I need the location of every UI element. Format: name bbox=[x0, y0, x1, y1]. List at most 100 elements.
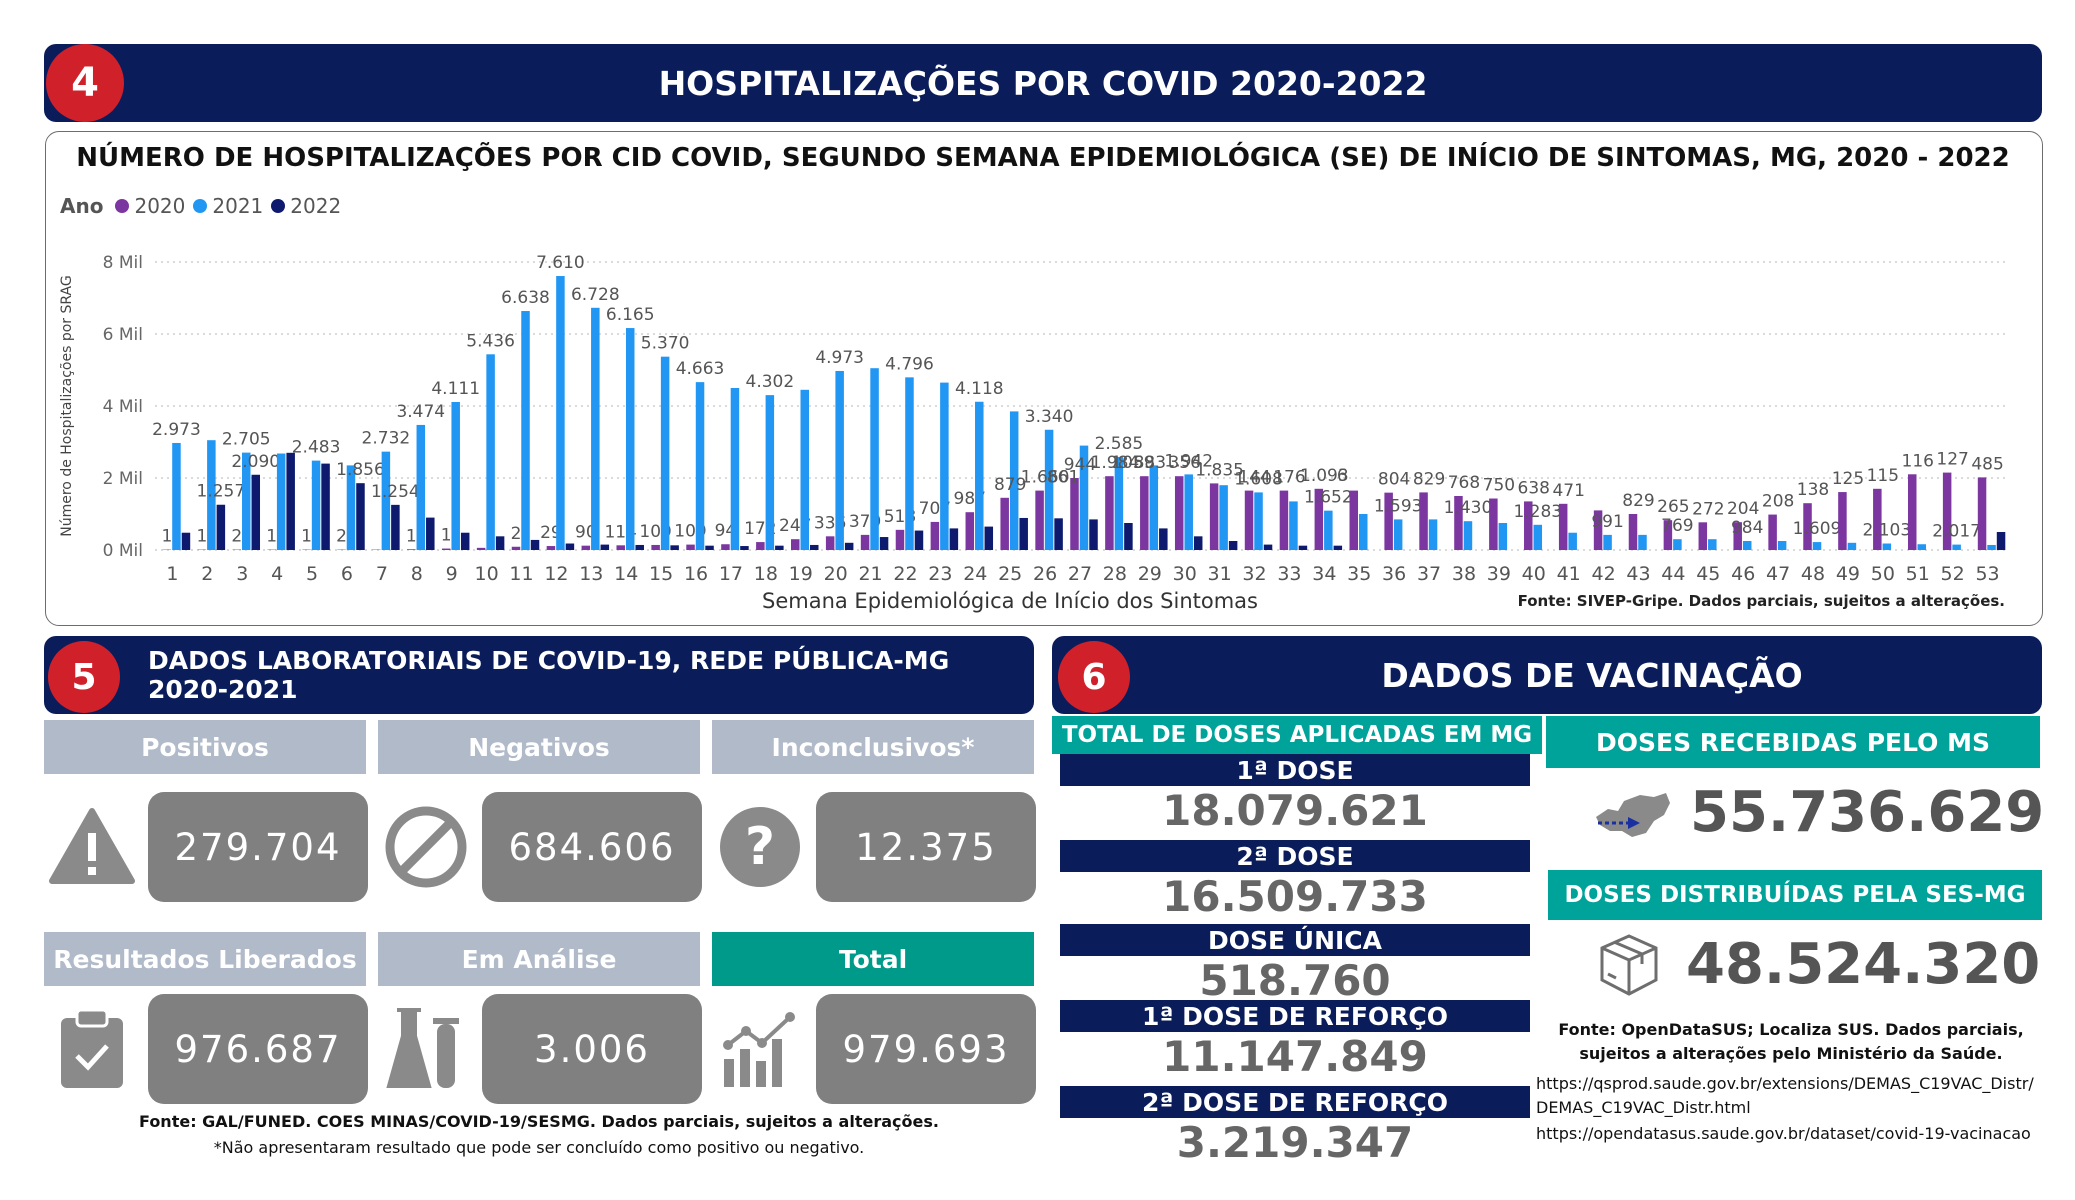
bar-2021-week-51 bbox=[1917, 544, 1926, 550]
bar-2022-week-12 bbox=[565, 543, 575, 550]
x-axis-label: Semana Epidemiológica de Início dos Sint… bbox=[762, 589, 1258, 613]
x-tick-label: 23 bbox=[928, 563, 952, 585]
section4-title: HOSPITALIZAÇÕES POR COVID 2020-2022 bbox=[658, 63, 1428, 103]
bar-2020-week-38 bbox=[1454, 496, 1463, 550]
data-label: 138 bbox=[1797, 480, 1829, 500]
section6-header: DADOS DE VACINAÇÃO bbox=[1052, 636, 2042, 714]
x-tick-label: 3 bbox=[236, 563, 248, 585]
vaccination-link-1[interactable]: https://qsprod.saude.gov.br/extensions/D… bbox=[1536, 1074, 2034, 1117]
bar-2021-week-53 bbox=[1987, 544, 1996, 550]
bar-2021-week-8 bbox=[416, 424, 426, 550]
x-tick-label: 4 bbox=[271, 563, 283, 585]
bar-2021-week-22 bbox=[905, 377, 914, 550]
data-label: 804 bbox=[1378, 470, 1410, 490]
legend-dot-2020 bbox=[115, 199, 130, 213]
dose-label-1: 1ª DOSE bbox=[1060, 754, 1530, 786]
lab-card-label-1: Positivos bbox=[44, 720, 366, 774]
data-label: 1.093 bbox=[1300, 466, 1349, 486]
minas-map-icon bbox=[1586, 780, 1676, 850]
data-label: 2.483 bbox=[292, 438, 341, 458]
chart-source: Fonte: SIVEP-Gripe. Dados parciais, suje… bbox=[1518, 592, 2005, 610]
bar-2020-week-53 bbox=[1977, 477, 1987, 550]
bar-2022-week-9 bbox=[460, 532, 470, 550]
bar-2022-week-28 bbox=[1124, 523, 1133, 550]
section5-title: DADOS LABORATORIAIS DE COVID-19, REDE PÚ… bbox=[148, 646, 950, 704]
bar-2022-week-31 bbox=[1228, 541, 1238, 550]
x-tick-label: 6 bbox=[341, 563, 353, 585]
bar-2021-week-12 bbox=[556, 276, 565, 550]
bar-2021-week-29 bbox=[1149, 465, 1159, 550]
data-label: 1.660 bbox=[1021, 468, 1070, 488]
bar-2020-week-47 bbox=[1768, 514, 1777, 550]
bar-2020-week-27 bbox=[1070, 478, 1079, 550]
x-tick-label: 53 bbox=[1975, 563, 1999, 585]
data-label: 1.254 bbox=[371, 482, 420, 502]
bar-2020-week-33 bbox=[1279, 490, 1289, 550]
bar-2021-week-15 bbox=[660, 356, 670, 550]
bar-2021-week-39 bbox=[1498, 523, 1508, 550]
bar-2021-week-49 bbox=[1847, 542, 1857, 550]
data-label: 1.608 bbox=[1234, 469, 1283, 489]
dose-value-2: 16.509.733 bbox=[1162, 872, 1428, 921]
x-tick-label: 24 bbox=[963, 563, 987, 585]
lab-card-value-4: 976.687 bbox=[148, 994, 368, 1104]
y-tick-label: 0 Mil bbox=[103, 541, 143, 561]
distributed-value: 48.524.320 bbox=[1686, 932, 2041, 997]
x-tick-label: 41 bbox=[1557, 563, 1581, 585]
bar-2021-week-3 bbox=[242, 452, 251, 550]
dose-label-5: 2ª DOSE DE REFORÇO bbox=[1060, 1086, 1530, 1118]
bar-2020-week-51 bbox=[1907, 474, 1917, 550]
x-tick-label: 17 bbox=[719, 563, 743, 585]
data-label: 750 bbox=[1483, 476, 1515, 496]
bar-2020-week-8 bbox=[407, 549, 416, 550]
bar-2022-week-30 bbox=[1193, 536, 1203, 550]
bar-2020-week-44 bbox=[1663, 520, 1673, 550]
x-tick-label: 19 bbox=[789, 563, 813, 585]
vaccination-link-2[interactable]: https://opendatasus.saude.gov.br/dataset… bbox=[1536, 1124, 2031, 1143]
bar-2022-week-11 bbox=[530, 539, 540, 550]
x-tick-label: 7 bbox=[376, 563, 388, 585]
data-label: 879 bbox=[994, 475, 1026, 495]
section4-header: HOSPITALIZAÇÕES POR COVID 2020-2022 bbox=[44, 44, 2042, 122]
bar-2020-week-16 bbox=[686, 544, 695, 550]
bar-2021-week-5 bbox=[311, 460, 321, 550]
bar-2022-week-20 bbox=[844, 542, 854, 550]
x-tick-label: 5 bbox=[306, 563, 318, 585]
data-label: 272 bbox=[1692, 499, 1724, 519]
x-tick-label: 48 bbox=[1801, 563, 1825, 585]
y-axis-label: Número de Hospitalizações por SRAG bbox=[59, 275, 75, 536]
lab-card-label-4: Resultados Liberados bbox=[44, 932, 366, 986]
bar-2020-week-10 bbox=[476, 547, 486, 550]
bar-2021-week-25 bbox=[1009, 411, 1019, 550]
growth-chart-icon bbox=[712, 994, 808, 1104]
bar-2020-week-41 bbox=[1558, 503, 1568, 550]
bar-2021-week-18 bbox=[765, 395, 775, 550]
data-label: 115 bbox=[1867, 466, 1899, 486]
bar-2020-week-12 bbox=[546, 546, 556, 550]
data-label: 265 bbox=[1657, 497, 1689, 517]
x-tick-label: 34 bbox=[1312, 563, 1336, 585]
section6-title: DADOS DE VACINAÇÃO bbox=[1381, 655, 1803, 695]
x-tick-label: 45 bbox=[1696, 563, 1720, 585]
section6-badge: 6 bbox=[1058, 641, 1130, 713]
dose-value-3: 518.760 bbox=[1199, 956, 1391, 1005]
x-tick-label: 35 bbox=[1347, 563, 1371, 585]
bar-2021-week-32 bbox=[1254, 492, 1263, 550]
bar-2021-week-2 bbox=[207, 440, 216, 550]
y-tick-label: 6 Mil bbox=[103, 325, 143, 345]
x-tick-label: 8 bbox=[411, 563, 423, 585]
bar-2020-week-9 bbox=[441, 548, 451, 550]
data-label: 1 bbox=[196, 527, 207, 547]
bar-2022-week-4 bbox=[286, 452, 295, 550]
lab-card-value-3: 12.375 bbox=[816, 792, 1036, 902]
bar-2020-week-15 bbox=[651, 544, 660, 550]
data-label: 829 bbox=[1413, 469, 1445, 489]
x-tick-label: 36 bbox=[1382, 563, 1406, 585]
section4-badge: 4 bbox=[46, 44, 124, 122]
data-label: 1.283 bbox=[1513, 502, 1562, 522]
x-tick-label: 43 bbox=[1626, 563, 1650, 585]
x-tick-label: 21 bbox=[858, 563, 882, 585]
bar-2021-week-52 bbox=[1952, 544, 1961, 550]
bar-2020-week-40 bbox=[1524, 501, 1533, 550]
bar-2020-week-22 bbox=[895, 529, 905, 550]
